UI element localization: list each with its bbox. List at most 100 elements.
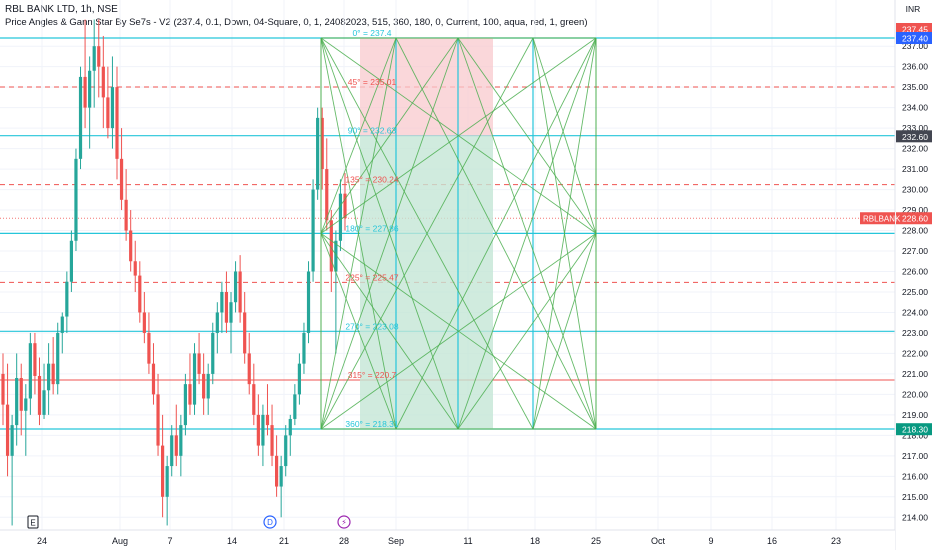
candle-body	[10, 425, 14, 456]
candle-body	[211, 332, 215, 374]
candle-body	[115, 87, 119, 159]
time-tick-label: 14	[227, 536, 237, 546]
earnings-marker-label: E	[30, 519, 35, 528]
candle-body	[220, 291, 224, 313]
price-tag-label: 218.30	[902, 425, 928, 435]
gann-fan-line	[320, 37, 397, 234]
price-tick-label: 215.00	[902, 492, 928, 502]
candle-body	[151, 363, 156, 395]
gann-labels: 0° = 237.4 45° = 235.01 90° = 232.63 135° =…	[345, 28, 399, 429]
candle-body	[56, 332, 60, 385]
candle-body	[192, 353, 197, 405]
candle-body	[261, 414, 265, 446]
gann-fan-line	[532, 37, 597, 430]
candle-body	[270, 425, 274, 456]
gann-level-label: 180° = 227.86	[345, 223, 399, 233]
dividend-marker[interactable]	[263, 515, 277, 529]
candle-body	[1, 373, 5, 405]
candle-body	[165, 466, 169, 497]
time-axis[interactable]: 24 Aug 7 14 21 28 Sep 11 18 25 Oct 9 16 23	[0, 529, 895, 550]
price-tick-label: 222.00	[902, 348, 928, 358]
candle-body	[252, 384, 256, 415]
price-tick-label: 217.00	[902, 451, 928, 461]
time-tick-label: 9	[708, 536, 713, 546]
candle-body	[179, 425, 183, 456]
candle-body	[33, 343, 37, 376]
gann-fan-line	[320, 233, 459, 430]
candle-body	[78, 76, 83, 159]
candle-body	[51, 363, 55, 385]
price-tag-bg	[896, 130, 932, 143]
candle-body	[47, 363, 51, 391]
gann-level-label: 0° = 237.4	[352, 28, 391, 38]
candle-body	[206, 373, 210, 399]
candle-body	[229, 302, 233, 323]
candle-body	[147, 332, 151, 364]
price-tag-bg	[896, 423, 932, 436]
gann-level-label: 225° = 225.47	[345, 272, 399, 282]
price-tick-label: 231.00	[902, 164, 928, 174]
time-tick-label: Sep	[388, 536, 404, 546]
candle-body	[133, 261, 137, 276]
candle-body	[142, 312, 146, 333]
gann-fan-line	[457, 37, 597, 430]
gann-level-label: 45° = 235.01	[348, 77, 397, 87]
time-tick-label: 11	[463, 536, 472, 546]
price-axis[interactable]: INR 214.00 215.00 216.00 217.00 218.00 219.00 2…	[860, 0, 932, 550]
candle-body	[156, 394, 160, 446]
gann-fan-line	[395, 37, 597, 430]
candle-body	[60, 316, 64, 333]
earnings-marker[interactable]	[27, 515, 39, 529]
candle-body	[247, 353, 251, 385]
price-tag-bg	[896, 212, 932, 225]
price-tick-label: 233.00	[902, 123, 928, 133]
price-tick-label: 220.00	[902, 389, 928, 399]
candle-body	[224, 291, 229, 323]
gann-level-label: 360° = 218.31	[345, 419, 399, 429]
time-tick-label: 7	[167, 536, 172, 546]
price-tag-label: 232.60	[902, 132, 928, 142]
price-tick-label: 225.00	[902, 287, 928, 297]
gann-fan-line	[457, 37, 597, 234]
indicator-title: Price Angles & Gann Star By Se7s - V2 (2…	[5, 17, 588, 28]
gann-level-label: 270° = 223.08	[345, 321, 399, 331]
candle-body	[170, 435, 174, 467]
candle-body	[69, 240, 73, 282]
price-tick-label: 223.00	[902, 328, 928, 338]
candle-body	[197, 353, 201, 374]
gann-fan-line	[320, 37, 597, 234]
candle-body	[138, 275, 142, 313]
price-tick-label: 227.00	[902, 246, 928, 256]
candle-body	[110, 87, 115, 129]
price-tick-label: 214.00	[902, 512, 928, 522]
price-tick-label: 221.00	[902, 369, 928, 379]
gann-fan-line	[320, 37, 534, 430]
candle-body	[284, 435, 288, 467]
candle-body	[74, 158, 78, 241]
price-tick-label: 236.00	[902, 62, 928, 72]
split-marker[interactable]	[337, 515, 351, 529]
candle-body	[83, 76, 87, 108]
candle-body	[334, 240, 338, 272]
gann-fan-line	[320, 233, 397, 430]
gann-fan-line	[320, 37, 397, 430]
candle-body	[129, 230, 133, 262]
candle-body	[28, 343, 32, 399]
candle-body	[65, 281, 69, 317]
gann-level-label: 135° = 230.24	[345, 175, 399, 185]
candle-body	[325, 169, 329, 221]
candle-body	[343, 193, 347, 219]
candle-body	[119, 158, 124, 200]
event-markers[interactable]: E D ⚡	[27, 515, 351, 529]
candle-body	[329, 220, 333, 272]
gann-fan-line	[320, 37, 459, 234]
candle-body	[97, 46, 101, 67]
candle-body	[101, 66, 105, 98]
candle-body	[302, 332, 306, 364]
candle-body	[37, 375, 42, 415]
candle-body	[215, 312, 219, 333]
candle-body	[5, 404, 10, 456]
candle-body	[124, 199, 128, 231]
time-tick-label: 21	[279, 536, 289, 546]
